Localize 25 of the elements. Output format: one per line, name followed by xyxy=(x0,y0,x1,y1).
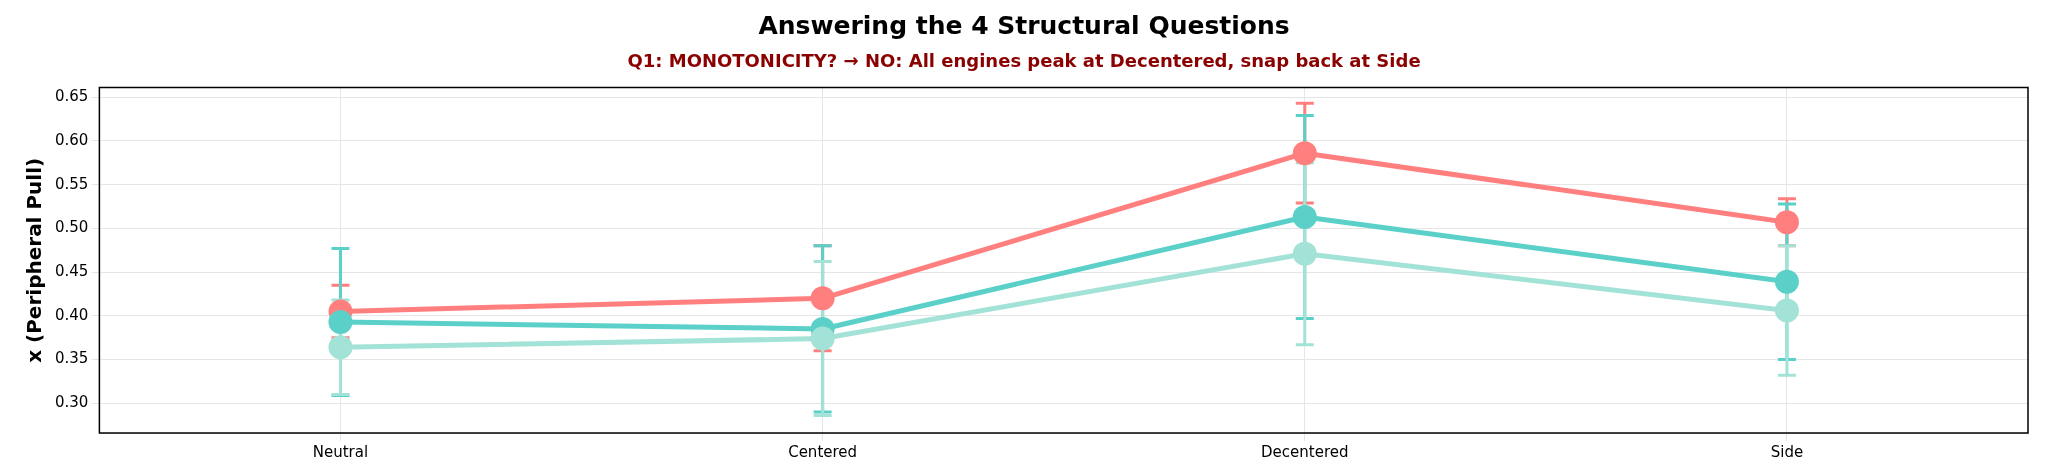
y-tick-label: 0.55 xyxy=(54,174,89,193)
x-tick-label: Decentered xyxy=(1261,442,1349,461)
y-tick-label: 0.60 xyxy=(54,130,89,149)
y-tick-label: 0.40 xyxy=(54,305,89,324)
y-tick-label: 0.35 xyxy=(54,349,89,368)
point xyxy=(328,335,353,360)
point xyxy=(1774,210,1799,235)
x-tick-label: Neutral xyxy=(312,442,369,461)
point xyxy=(1292,205,1317,230)
x-tick-label: Centered xyxy=(788,442,858,461)
point xyxy=(1292,141,1317,166)
point xyxy=(1292,241,1317,266)
chart-subtitle: Q1: MONOTONICITY? → NO: All engines peak at Decentered, snap back at Side xyxy=(627,50,1421,72)
x-tick-label: Side xyxy=(1770,442,1804,461)
point xyxy=(810,286,835,311)
y-tick-label: 0.50 xyxy=(54,218,89,237)
y-tick-label: 0.45 xyxy=(54,262,89,280)
point xyxy=(810,326,835,351)
point xyxy=(1774,269,1799,294)
chart-title: Answering the 4 Structural Questions xyxy=(758,10,1290,40)
point xyxy=(1774,298,1799,323)
y-tick-label: 0.30 xyxy=(54,393,89,412)
point xyxy=(328,309,353,334)
y-axis-title: x (Peripheral Pull) xyxy=(22,157,47,363)
y-tick-label: 0.65 xyxy=(54,87,89,106)
